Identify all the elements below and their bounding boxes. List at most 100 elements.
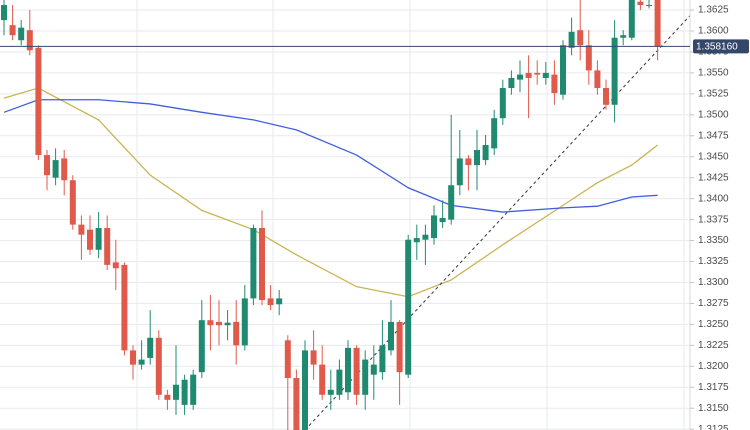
candle-body — [594, 70, 601, 89]
candle-body — [104, 227, 111, 265]
candle-body — [1, 5, 7, 21]
y-tick-label: 1.3625 — [698, 5, 729, 16]
candle-body — [534, 72, 541, 75]
candle-body — [302, 350, 308, 430]
candle-body — [164, 394, 171, 400]
candle-body — [405, 239, 412, 375]
candle-body — [26, 30, 33, 51]
candle-body — [35, 47, 42, 156]
y-tick-label: 1.3125 — [698, 424, 729, 430]
candle-body — [259, 227, 265, 301]
candle-body — [499, 88, 506, 119]
y-tick-label: 1.3175 — [698, 382, 729, 393]
candle-body — [78, 224, 85, 235]
candle-body — [525, 72, 532, 78]
current-price-label: 1.358160 — [696, 42, 738, 53]
candle-body — [190, 374, 197, 405]
candle-body — [654, 0, 661, 47]
candle-body — [491, 118, 498, 149]
candle-body — [216, 321, 222, 326]
candle-body — [138, 359, 145, 365]
candle-body — [319, 364, 326, 395]
candle-body — [250, 227, 257, 299]
candle-body — [121, 264, 128, 351]
y-tick-label: 1.3450 — [698, 151, 729, 162]
y-tick-label: 1.3425 — [698, 172, 729, 183]
candle-body — [233, 321, 240, 346]
candle-body — [560, 45, 566, 95]
candle-body — [310, 350, 317, 365]
candle-body — [508, 77, 515, 89]
candle-body — [474, 150, 480, 166]
trendline — [304, 14, 690, 430]
y-tick-label: 1.3500 — [698, 109, 729, 120]
candle-body — [155, 337, 162, 395]
candle-body — [568, 31, 575, 48]
candle-body — [431, 215, 437, 239]
candle-body — [293, 378, 300, 430]
candle-body — [362, 359, 369, 395]
candle-body — [9, 25, 16, 36]
candle-body — [448, 185, 455, 220]
y-tick-label: 1.3600 — [698, 26, 729, 37]
y-tick-label: 1.3275 — [698, 298, 729, 309]
candle-body — [18, 27, 25, 41]
candle-body — [284, 340, 291, 379]
candle-body — [456, 158, 463, 186]
candle-body — [267, 298, 274, 306]
candle-body — [181, 379, 188, 405]
candle-body — [396, 321, 403, 373]
candle-body — [327, 389, 334, 395]
candle-body — [413, 238, 420, 243]
candle-body — [95, 227, 102, 250]
candle-body — [379, 345, 386, 373]
candle-body — [87, 229, 93, 250]
candle-body — [542, 72, 549, 78]
candle-body — [585, 45, 592, 71]
candle-body — [147, 337, 154, 358]
candle-body — [628, 0, 635, 38]
y-tick-label: 1.3550 — [698, 68, 729, 79]
candle-body — [52, 160, 59, 178]
candle-body — [224, 322, 231, 326]
y-tick-label: 1.3250 — [698, 319, 729, 330]
y-tick-label: 1.3375 — [698, 214, 729, 225]
candle-body — [422, 234, 429, 240]
y-tick-label: 1.3325 — [698, 256, 729, 267]
candle-body — [517, 74, 523, 80]
candle-body — [69, 180, 76, 225]
candle-body — [276, 298, 283, 305]
candle-body — [620, 35, 627, 38]
candle-body — [44, 155, 50, 176]
candle-body — [198, 320, 205, 373]
candle-body — [577, 30, 584, 46]
moving-average — [3, 87, 658, 298]
y-tick-label: 1.3225 — [698, 340, 729, 351]
candle-body — [551, 74, 558, 94]
candle-body — [388, 321, 394, 351]
candle-body — [646, 5, 652, 7]
y-tick-label: 1.3300 — [698, 277, 729, 288]
y-tick-label: 1.3525 — [698, 89, 729, 100]
candle-body — [637, 1, 644, 6]
horizontal-grid — [0, 9, 690, 430]
candle-body — [130, 350, 136, 365]
y-tick-label: 1.3350 — [698, 235, 729, 246]
y-tick-label: 1.3475 — [698, 130, 729, 141]
candle-body — [482, 145, 489, 161]
candle-body — [345, 347, 351, 393]
current-price-badge — [693, 39, 749, 54]
candle-body — [353, 347, 360, 395]
candle-body — [439, 217, 446, 223]
candle-body — [465, 158, 472, 166]
candle-body — [603, 88, 609, 105]
y-tick-label: 1.3400 — [698, 193, 729, 204]
candle-body — [241, 298, 248, 346]
candle-body — [611, 37, 618, 105]
y-tick-label: 1.3150 — [698, 403, 729, 414]
plot-area — [1, 0, 690, 430]
candle-body — [61, 158, 68, 181]
